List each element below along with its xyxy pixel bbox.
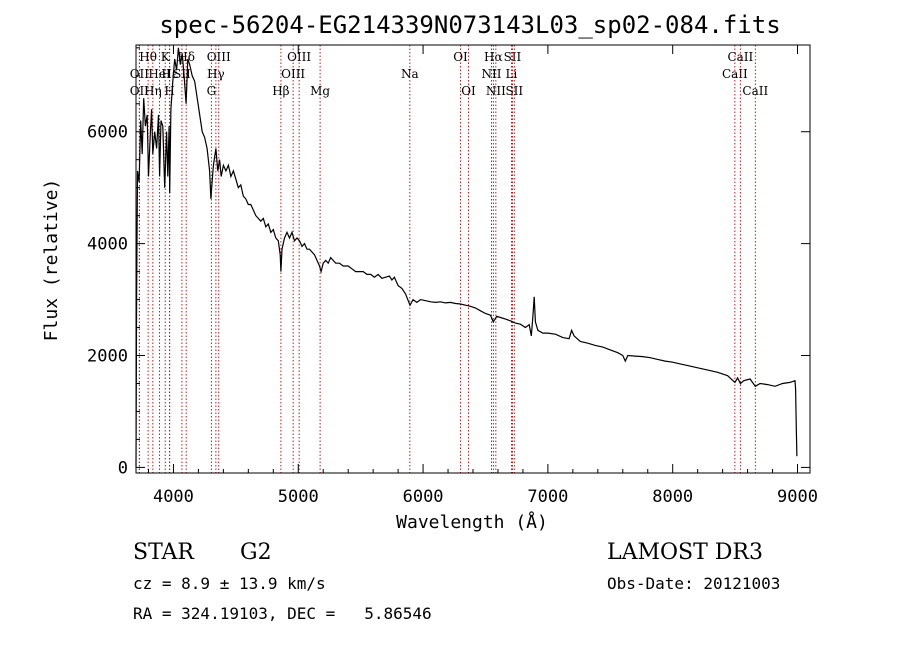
obs-date: Obs-Date: 20121003 — [607, 574, 780, 593]
line-label-1: OII — [130, 84, 150, 98]
object-class: STAR — [133, 540, 195, 565]
line-label-23: Li — [506, 67, 518, 81]
x-tick-label-0: 4000 — [153, 487, 194, 507]
y-tick-label-3: 6000 — [87, 123, 128, 143]
line-label-14: OIII — [281, 67, 305, 81]
line-label-10: G — [207, 84, 217, 98]
redshift-info: cz = 8.9 ± 13.9 km/s — [133, 574, 326, 593]
y-tick-label-2: 4000 — [87, 235, 128, 255]
x-tick-label-4: 8000 — [652, 487, 693, 507]
object-subclass: G2 — [240, 540, 272, 565]
line-markers: OIIOIIHθHηHeIKHHεSIIHδGHγOIIIHβOIIIOIIIM… — [130, 45, 768, 473]
line-label-24: SII — [504, 50, 522, 64]
ra-dec: RA = 324.19103, DEC = 5.86546 — [133, 604, 432, 623]
line-label-16: Mg — [310, 84, 330, 98]
survey-name: LAMOST DR3 — [607, 540, 763, 565]
line-label-17: Na — [401, 67, 419, 81]
x-tick-label-2: 6000 — [403, 487, 444, 507]
line-label-20: NII — [481, 67, 501, 81]
line-label-19: OI — [461, 84, 476, 98]
line-label-25: SII — [505, 84, 523, 98]
plot-frame — [135, 44, 811, 474]
line-label-15: OIII — [287, 50, 311, 64]
y-axis: 0 2000 4000 6000 — [87, 47, 810, 478]
x-axis: 4000 5000 6000 7000 8000 9000 — [147, 45, 818, 507]
x-tick-label-5: 9000 — [777, 487, 818, 507]
x-tick-label-3: 7000 — [527, 487, 568, 507]
line-label-13: Hβ — [272, 84, 289, 98]
line-label-12: OIII — [207, 50, 231, 64]
y-tick-label-1: 2000 — [87, 347, 128, 367]
line-label-18: OI — [453, 50, 468, 64]
line-label-27: CaII — [727, 50, 753, 64]
line-label-22: NII — [486, 84, 506, 98]
line-label-3: Hη — [144, 84, 162, 98]
x-tick-label-1: 5000 — [278, 487, 319, 507]
y-axis-label: Flux (relative) — [41, 179, 62, 342]
line-label-28: CaII — [742, 84, 768, 98]
line-label-5: K — [161, 50, 171, 64]
chart-title: spec-56204-EG214339N073143L03_sp02-084.f… — [159, 11, 780, 39]
line-label-26: CaII — [722, 67, 748, 81]
line-label-8: SII — [173, 67, 191, 81]
y-tick-label-0: 0 — [118, 458, 128, 478]
line-label-11: Hγ — [207, 67, 225, 81]
line-label-2: Hθ — [139, 50, 157, 64]
x-axis-label: Wavelength (Å) — [396, 511, 548, 533]
line-label-21: Hα — [484, 50, 503, 64]
spectrum-line — [135, 47, 798, 468]
